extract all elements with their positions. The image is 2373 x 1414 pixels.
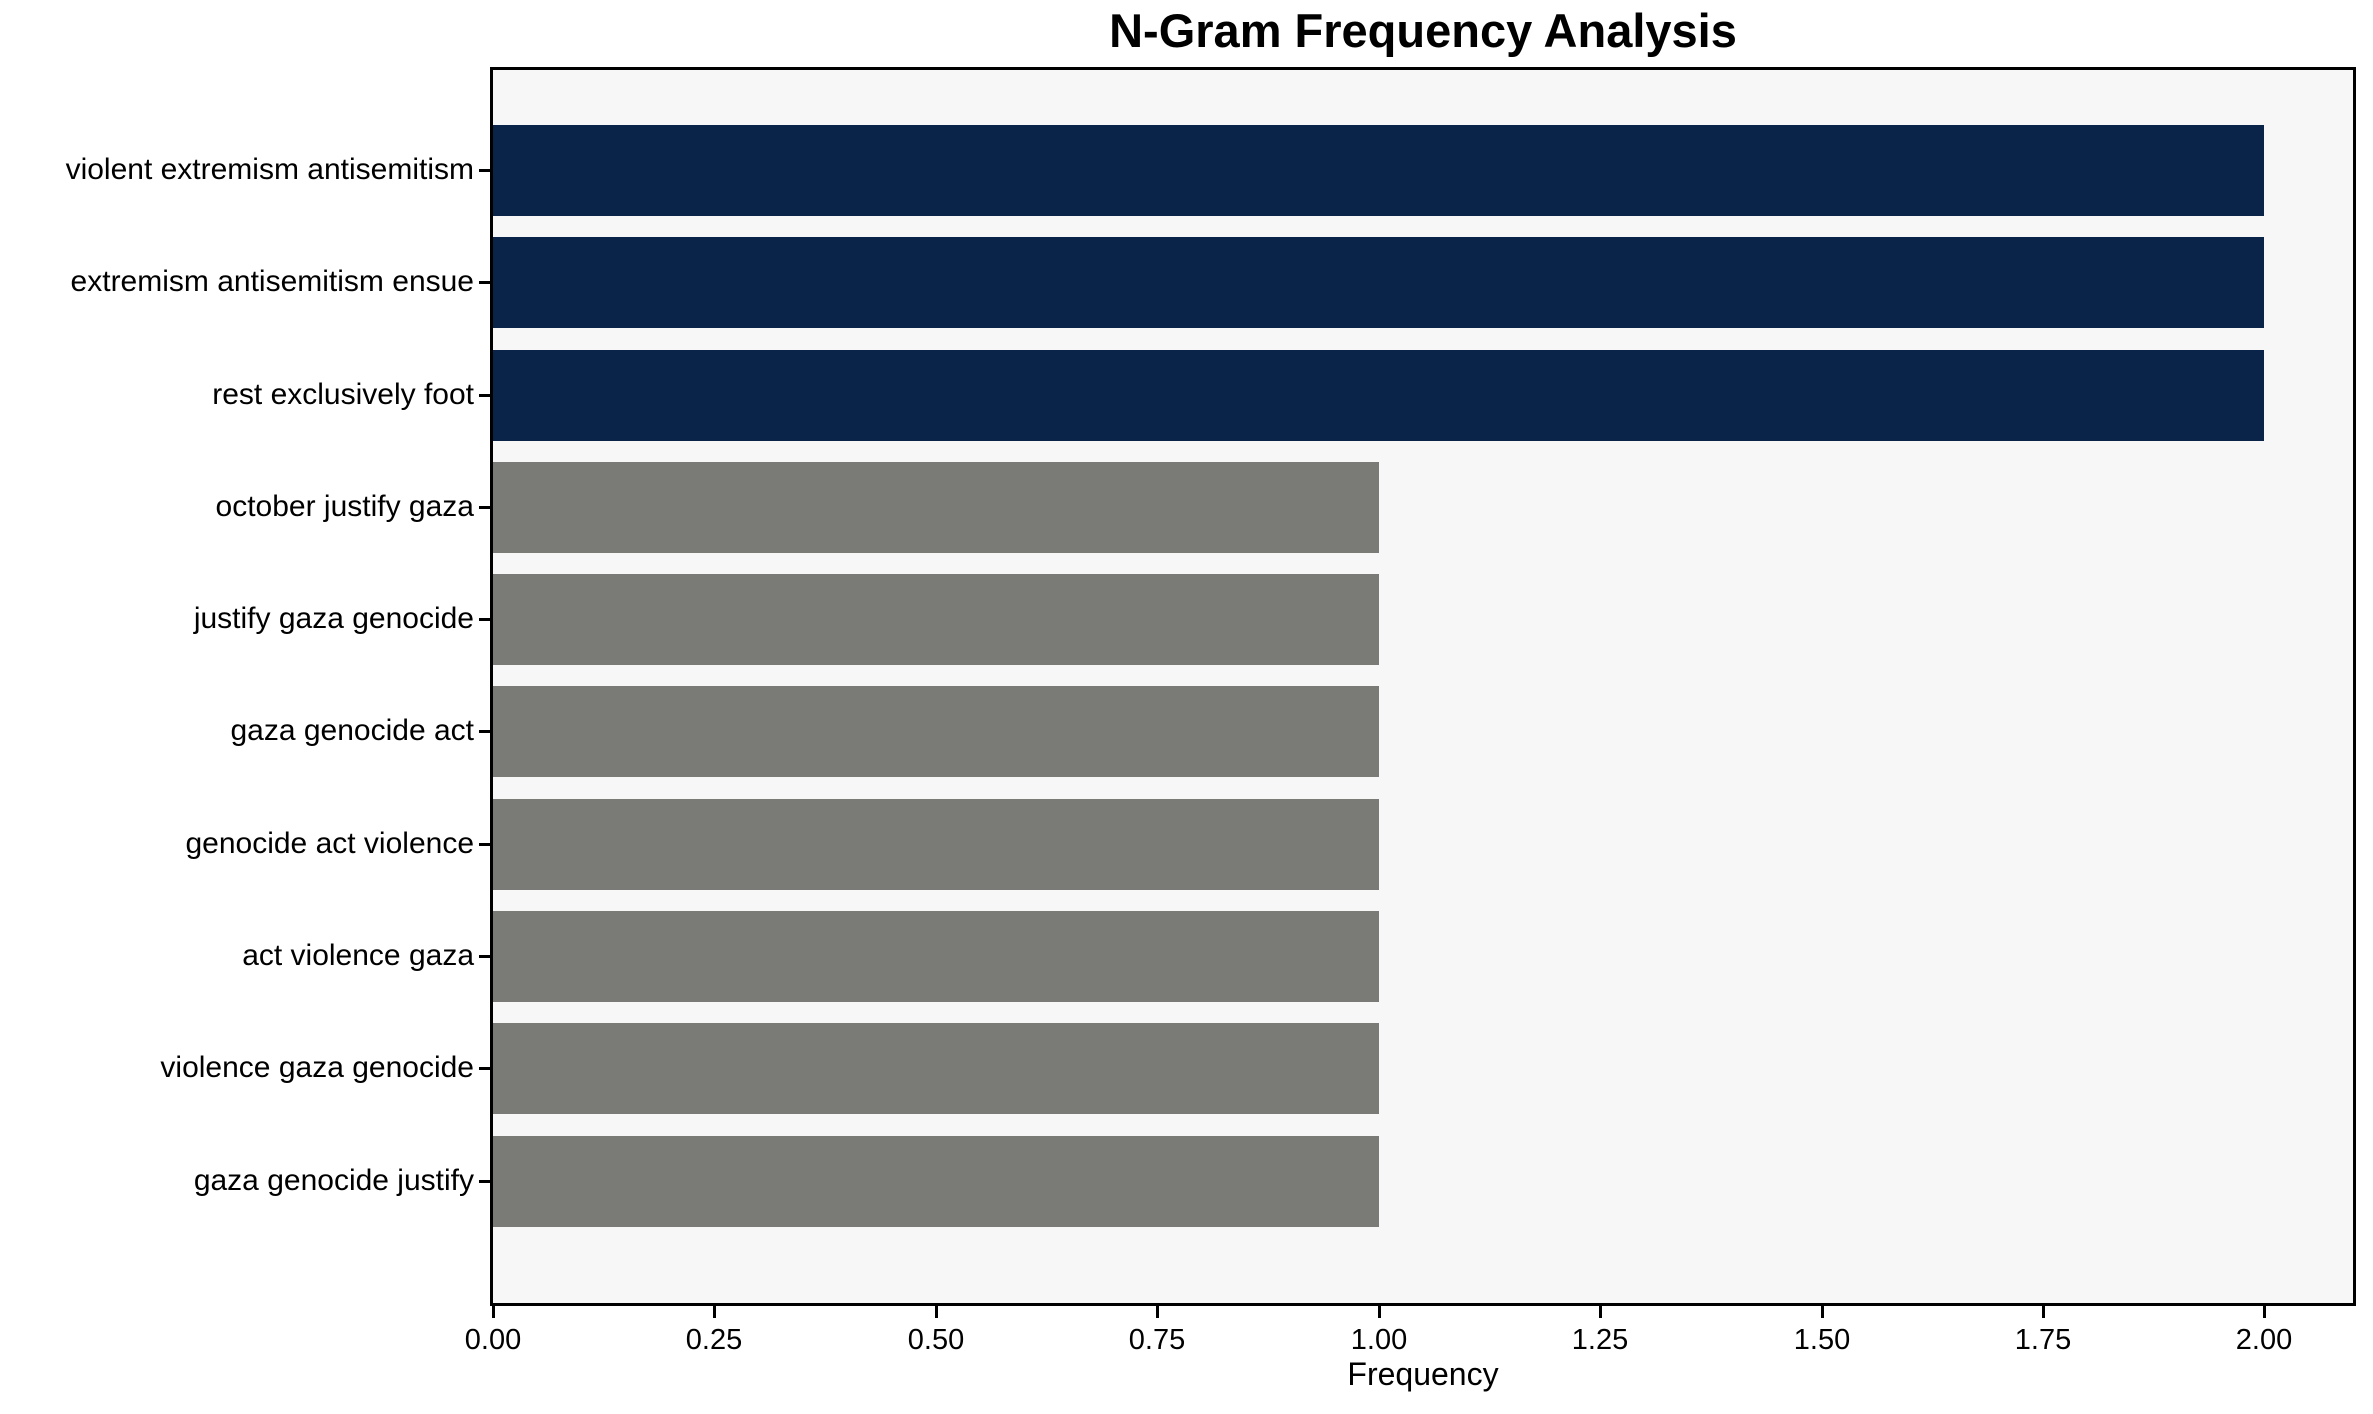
y-tick-mark — [479, 843, 490, 846]
x-tick-mark — [2042, 1306, 2045, 1318]
bar-genocide-act-violence — [493, 799, 1379, 890]
x-tick-label: 0.50 — [907, 1324, 965, 1356]
x-tick-mark — [492, 1306, 495, 1318]
y-tick-mark — [479, 394, 490, 397]
x-tick-mark — [713, 1306, 716, 1318]
y-tick-label: violence gaza genocide — [160, 1051, 474, 1084]
y-tick-label: extremism antisemitism ensue — [70, 265, 474, 298]
x-tick-label: 1.50 — [1793, 1324, 1851, 1356]
chart-title: N-Gram Frequency Analysis — [1109, 4, 1737, 57]
x-axis-label: Frequency — [1347, 1356, 1499, 1392]
plot-area — [490, 67, 2356, 1306]
bar-violence-gaza-genocide — [493, 1023, 1379, 1114]
y-tick-mark — [479, 618, 490, 621]
bar-violent-extremism-antisemitism — [493, 125, 2264, 216]
x-tick-mark — [935, 1306, 938, 1318]
bar-gaza-genocide-act — [493, 686, 1379, 777]
y-tick-label: justify gaza genocide — [193, 602, 474, 635]
y-tick-mark — [479, 506, 490, 509]
x-tick-label: 1.00 — [1350, 1324, 1408, 1356]
y-tick-label: violent extremism antisemitism — [65, 153, 474, 186]
x-tick-mark — [1156, 1306, 1159, 1318]
x-tick-label: 0.00 — [464, 1324, 522, 1356]
x-tick-label: 2.00 — [2235, 1324, 2293, 1356]
bar-justify-gaza-genocide — [493, 574, 1379, 665]
y-tick-mark — [479, 730, 490, 733]
bar-rest-exclusively-foot — [493, 350, 2264, 441]
x-tick-mark — [1821, 1306, 1824, 1318]
y-tick-label: gaza genocide justify — [193, 1164, 474, 1197]
y-tick-label: gaza genocide act — [230, 714, 474, 747]
x-tick-label: 0.25 — [685, 1324, 743, 1356]
x-tick-label: 0.75 — [1128, 1324, 1186, 1356]
y-tick-mark — [479, 1180, 490, 1183]
y-tick-mark — [479, 169, 490, 172]
y-tick-label: act violence gaza — [242, 939, 474, 972]
bar-gaza-genocide-justify — [493, 1136, 1379, 1227]
y-tick-mark — [479, 955, 490, 958]
bar-october-justify-gaza — [493, 462, 1379, 553]
y-tick-label: october justify gaza — [215, 490, 474, 523]
x-tick-label: 1.25 — [1571, 1324, 1629, 1356]
x-tick-label: 1.75 — [2014, 1324, 2072, 1356]
y-tick-label: rest exclusively foot — [212, 378, 474, 411]
x-tick-mark — [1599, 1306, 1602, 1318]
bar-act-violence-gaza — [493, 911, 1379, 1002]
y-tick-label: genocide act violence — [185, 827, 474, 860]
y-tick-mark — [479, 281, 490, 284]
x-tick-mark — [1378, 1306, 1381, 1318]
x-tick-mark — [2263, 1306, 2266, 1318]
y-tick-mark — [479, 1067, 490, 1070]
bar-extremism-antisemitism-ensue — [493, 237, 2264, 328]
